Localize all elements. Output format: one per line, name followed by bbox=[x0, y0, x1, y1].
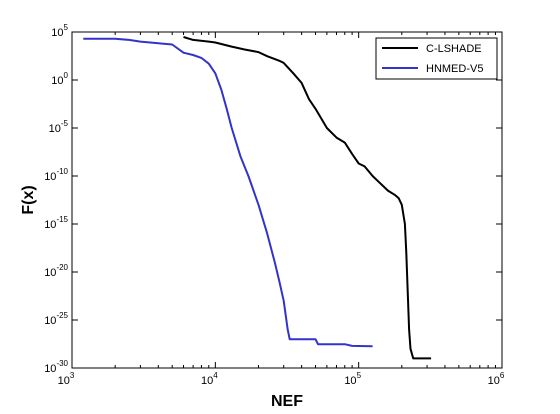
x-tick-base: 10 bbox=[58, 375, 70, 387]
plot-area bbox=[71, 31, 503, 369]
y-tick-label: 10-10 bbox=[44, 167, 68, 183]
y-tick-base: 10 bbox=[44, 171, 56, 183]
y-tick-base: 10 bbox=[44, 315, 56, 327]
y-tick-label: 10-5 bbox=[49, 119, 69, 135]
y-tick-exponent: -30 bbox=[56, 359, 68, 368]
y-tick-exponent: -10 bbox=[56, 167, 68, 176]
y-tick-base: 10 bbox=[44, 267, 56, 279]
x-tick-exponent: 5 bbox=[357, 371, 362, 380]
y-tick-base: 10 bbox=[51, 27, 63, 39]
x-tick-exponent: 6 bbox=[500, 371, 505, 380]
x-tick-exponent: 3 bbox=[70, 371, 75, 380]
legend-label-hnmed-v5: HNMED-V5 bbox=[426, 63, 483, 75]
y-tick-label: 10-20 bbox=[44, 263, 68, 279]
x-tick-label: 106 bbox=[488, 371, 505, 387]
y-tick-exponent: -20 bbox=[56, 263, 68, 272]
x-tick-exponent: 4 bbox=[213, 371, 218, 380]
series-lines bbox=[83, 36, 432, 360]
x-tick-base: 10 bbox=[201, 375, 213, 387]
legend-label-c-lshade: C-LSHADE bbox=[426, 43, 482, 55]
y-tick-exponent: -5 bbox=[61, 119, 69, 128]
y-axis-title: F(x) bbox=[20, 185, 37, 214]
y-tick-exponent: 0 bbox=[64, 71, 69, 80]
legend: C-LSHADE HNMED-V5 bbox=[375, 37, 498, 80]
x-tick-base: 10 bbox=[344, 375, 356, 387]
y-tick-label: 10-15 bbox=[44, 215, 68, 231]
y-tick-base: 10 bbox=[44, 219, 56, 231]
y-tick-label: 10-30 bbox=[44, 359, 68, 375]
x-tick-label: 105 bbox=[344, 371, 361, 387]
y-tick-exponent: 5 bbox=[64, 23, 69, 32]
series-line-hnmed-v5 bbox=[83, 37, 373, 348]
x-tick-label: 103 bbox=[58, 371, 75, 387]
x-axis-title: NEF bbox=[271, 393, 303, 410]
y-tick-label: 10-25 bbox=[44, 311, 68, 327]
y-tick-base: 10 bbox=[44, 363, 56, 375]
y-tick-label: 105 bbox=[51, 23, 68, 39]
y-tick-exponent: -15 bbox=[56, 215, 68, 224]
x-tick-base: 10 bbox=[488, 375, 500, 387]
x-tick-label: 104 bbox=[201, 371, 218, 387]
y-tick-base: 10 bbox=[49, 123, 61, 135]
series-line-c-lshade bbox=[183, 36, 432, 360]
y-tick-base: 10 bbox=[51, 75, 63, 87]
x-ticks: 103 104 105 106 bbox=[58, 32, 505, 387]
y-tick-exponent: -25 bbox=[56, 311, 68, 320]
y-tick-label: 100 bbox=[51, 71, 68, 87]
legend-box bbox=[375, 37, 498, 80]
